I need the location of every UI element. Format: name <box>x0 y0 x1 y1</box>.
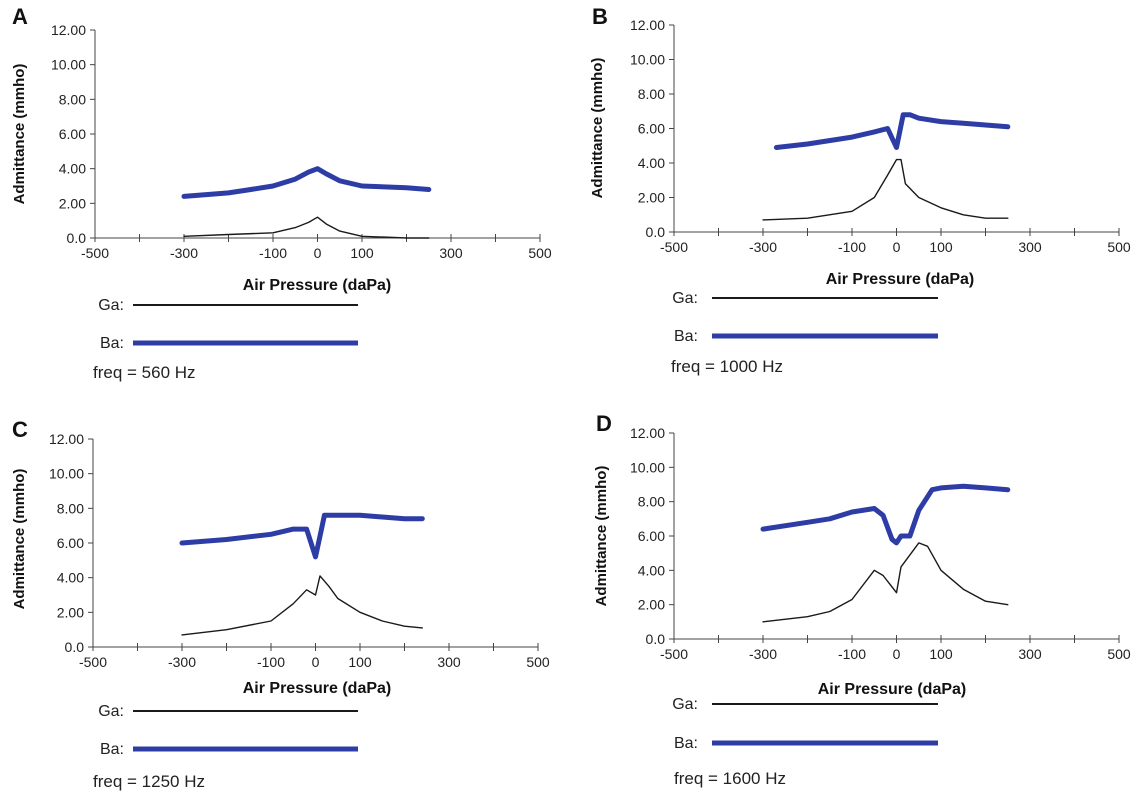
panel-d: D 0.0 2.00 4.00 6.00 8.00 10.00 12.00 -500 -300 -1… <box>574 399 1148 798</box>
panel-c: C 0.0 2.00 4.00 6.00 8.00 10.00 12.00 -500 -300 -1… <box>0 399 574 798</box>
y-tick-label: 10.00 <box>630 459 665 475</box>
ba-series-line-a <box>181 166 432 199</box>
ga-series-line-d <box>762 542 1009 623</box>
y-tick-label: 2.00 <box>638 597 665 613</box>
x-tick-label: 0 <box>312 654 320 670</box>
x-tick-label: -300 <box>749 239 777 255</box>
x-tick-label: -500 <box>79 654 107 670</box>
y-tick-label: 0.0 <box>65 639 85 655</box>
y-tick-label: 0.0 <box>646 631 666 647</box>
panel-letter-b: B <box>592 4 608 29</box>
legend-ga-label: Ga: <box>672 290 698 307</box>
x-tick-label: 500 <box>528 245 552 261</box>
legend-ba-label: Ba: <box>100 335 124 352</box>
chart-d-svg: D 0.0 2.00 4.00 6.00 8.00 10.00 12.00 -500 -300 -1… <box>593 411 1131 788</box>
y-tick-label: 2.00 <box>59 195 86 211</box>
y-tick-label: 10.00 <box>630 52 665 68</box>
x-tick-label: -500 <box>81 245 109 261</box>
x-tick-label: -300 <box>170 245 198 261</box>
y-tick-label: 12.00 <box>630 425 665 441</box>
y-tick-label: 6.00 <box>638 528 665 544</box>
y-tick-label: 12.00 <box>630 17 665 33</box>
chart-c-svg: C 0.0 2.00 4.00 6.00 8.00 10.00 12.00 -500 -300 -1… <box>11 417 550 791</box>
x-tick-label: 300 <box>1018 239 1042 255</box>
x-tick-label: 300 <box>437 654 461 670</box>
x-tick-label: 0 <box>893 646 901 662</box>
chart-a-svg: A 0.0 2.00 4.00 6.00 8.00 10.00 12.00 -500 -300 -1… <box>11 4 552 382</box>
y-tick-label: 8.00 <box>638 494 665 510</box>
x-axis-label-d: Air Pressure (daPa) <box>818 681 967 698</box>
y-tick-label: 10.00 <box>49 466 84 482</box>
y-axis-label-d: Admittance (mmho) <box>593 466 610 607</box>
chart-b-svg: B 0.0 2.00 4.00 6.00 8.00 10.00 12.00 -500 -300 -1… <box>589 4 1131 376</box>
x-tick-label: 100 <box>929 646 953 662</box>
x-axis-label-b: Air Pressure (daPa) <box>826 271 975 288</box>
panel-b: B 0.0 2.00 4.00 6.00 8.00 10.00 12.00 -500 -300 -1… <box>574 0 1148 399</box>
legend-ga-label: Ga: <box>672 696 698 713</box>
y-tick-label: 10.00 <box>51 57 86 73</box>
panel-letter-d: D <box>596 411 612 436</box>
y-tick-label: 8.00 <box>59 91 86 107</box>
y-tick-label: 6.00 <box>57 535 84 551</box>
y-axis-label-a: Admittance (mmho) <box>11 64 28 205</box>
y-tick-label: 8.00 <box>57 500 84 516</box>
x-tick-label: 500 <box>1107 239 1131 255</box>
y-tick-label: 12.00 <box>49 431 84 447</box>
x-tick-label: 100 <box>350 245 374 261</box>
y-tick-label: 2.00 <box>57 604 84 620</box>
x-tick-label: -500 <box>660 646 688 662</box>
x-tick-label: 500 <box>526 654 550 670</box>
ba-series-line-b <box>773 112 1011 150</box>
panel-a: A 0.0 2.00 4.00 6.00 8.00 10.00 12.00 -500 -300 -1… <box>0 0 574 399</box>
x-tick-label: -500 <box>660 239 688 255</box>
y-tick-label: 4.00 <box>638 155 665 171</box>
ba-series-line-d <box>760 483 1011 546</box>
y-axis-label-c: Admittance (mmho) <box>11 469 28 610</box>
freq-label-c: freq = 1250 Hz <box>93 772 205 791</box>
legend-ba-label: Ba: <box>674 735 698 752</box>
x-tick-label: -100 <box>838 239 866 255</box>
y-tick-label: 4.00 <box>638 562 665 578</box>
ga-series-line-b <box>762 158 1009 221</box>
legend-ba-label: Ba: <box>100 741 124 758</box>
x-tick-label: -100 <box>257 654 285 670</box>
ba-series-line-c <box>179 512 425 560</box>
x-axis-label-a: Air Pressure (daPa) <box>243 277 392 294</box>
y-tick-label: 4.00 <box>59 161 86 177</box>
y-tick-label: 4.00 <box>57 570 84 586</box>
freq-label-d: freq = 1600 Hz <box>674 769 786 788</box>
x-axis-label-c: Air Pressure (daPa) <box>243 680 392 697</box>
x-tick-label: -100 <box>838 646 866 662</box>
x-tick-label: 500 <box>1107 646 1131 662</box>
x-tick-label: 0 <box>893 239 901 255</box>
x-tick-label: 100 <box>929 239 953 255</box>
panel-letter-c: C <box>12 417 28 442</box>
legend-ba-label: Ba: <box>674 328 698 345</box>
freq-label-b: freq = 1000 Hz <box>671 357 783 376</box>
x-tick-label: -300 <box>168 654 196 670</box>
y-tick-label: 12.00 <box>51 22 86 38</box>
y-tick-label: 2.00 <box>638 190 665 206</box>
ga-series-line-a <box>183 216 430 239</box>
panel-letter-a: A <box>12 4 28 29</box>
y-tick-label: 0.0 <box>646 224 666 240</box>
x-tick-label: 0 <box>314 245 322 261</box>
y-tick-label: 0.0 <box>67 230 87 246</box>
x-tick-label: 300 <box>1018 646 1042 662</box>
ga-series-line-c <box>181 575 423 636</box>
y-axis-label-b: Admittance (mmho) <box>589 58 606 199</box>
x-tick-label: -300 <box>749 646 777 662</box>
y-tick-label: 6.00 <box>59 126 86 142</box>
x-tick-label: -100 <box>259 245 287 261</box>
legend-ga-label: Ga: <box>98 297 124 314</box>
x-tick-label: 300 <box>439 245 463 261</box>
freq-label-a: freq = 560 Hz <box>93 363 196 382</box>
y-tick-label: 6.00 <box>638 121 665 137</box>
legend-ga-label: Ga: <box>98 703 124 720</box>
x-tick-label: 100 <box>348 654 372 670</box>
y-tick-label: 8.00 <box>638 86 665 102</box>
